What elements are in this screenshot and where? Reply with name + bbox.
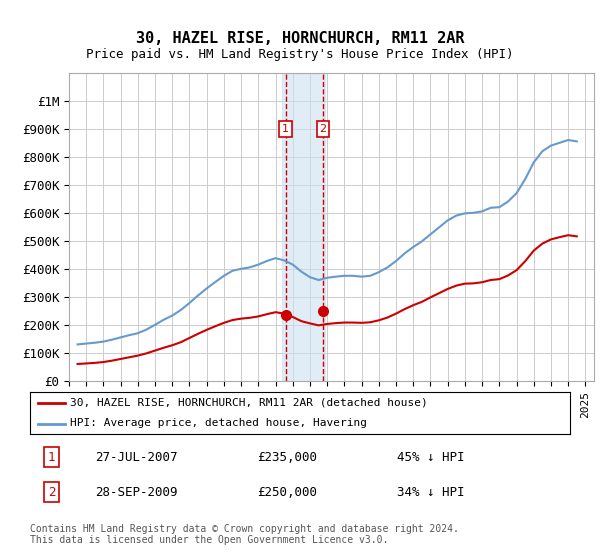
Text: 28-SEP-2009: 28-SEP-2009: [95, 486, 178, 498]
Text: HPI: Average price, detached house, Havering: HPI: Average price, detached house, Have…: [71, 418, 367, 428]
Text: 2: 2: [319, 124, 326, 134]
Text: 45% ↓ HPI: 45% ↓ HPI: [397, 451, 465, 464]
Text: 34% ↓ HPI: 34% ↓ HPI: [397, 486, 465, 498]
Bar: [283, 73, 325, 381]
Text: £250,000: £250,000: [257, 486, 317, 498]
Text: 27-JUL-2007: 27-JUL-2007: [95, 451, 178, 464]
Text: £235,000: £235,000: [257, 451, 317, 464]
Text: Price paid vs. HM Land Registry's House Price Index (HPI): Price paid vs. HM Land Registry's House …: [86, 48, 514, 60]
Text: 1: 1: [48, 451, 55, 464]
Text: 30, HAZEL RISE, HORNCHURCH, RM11 2AR: 30, HAZEL RISE, HORNCHURCH, RM11 2AR: [136, 31, 464, 46]
Text: 1: 1: [282, 124, 289, 134]
Text: 2: 2: [48, 486, 55, 498]
Text: 30, HAZEL RISE, HORNCHURCH, RM11 2AR (detached house): 30, HAZEL RISE, HORNCHURCH, RM11 2AR (de…: [71, 398, 428, 408]
Text: Contains HM Land Registry data © Crown copyright and database right 2024.
This d: Contains HM Land Registry data © Crown c…: [30, 524, 459, 545]
